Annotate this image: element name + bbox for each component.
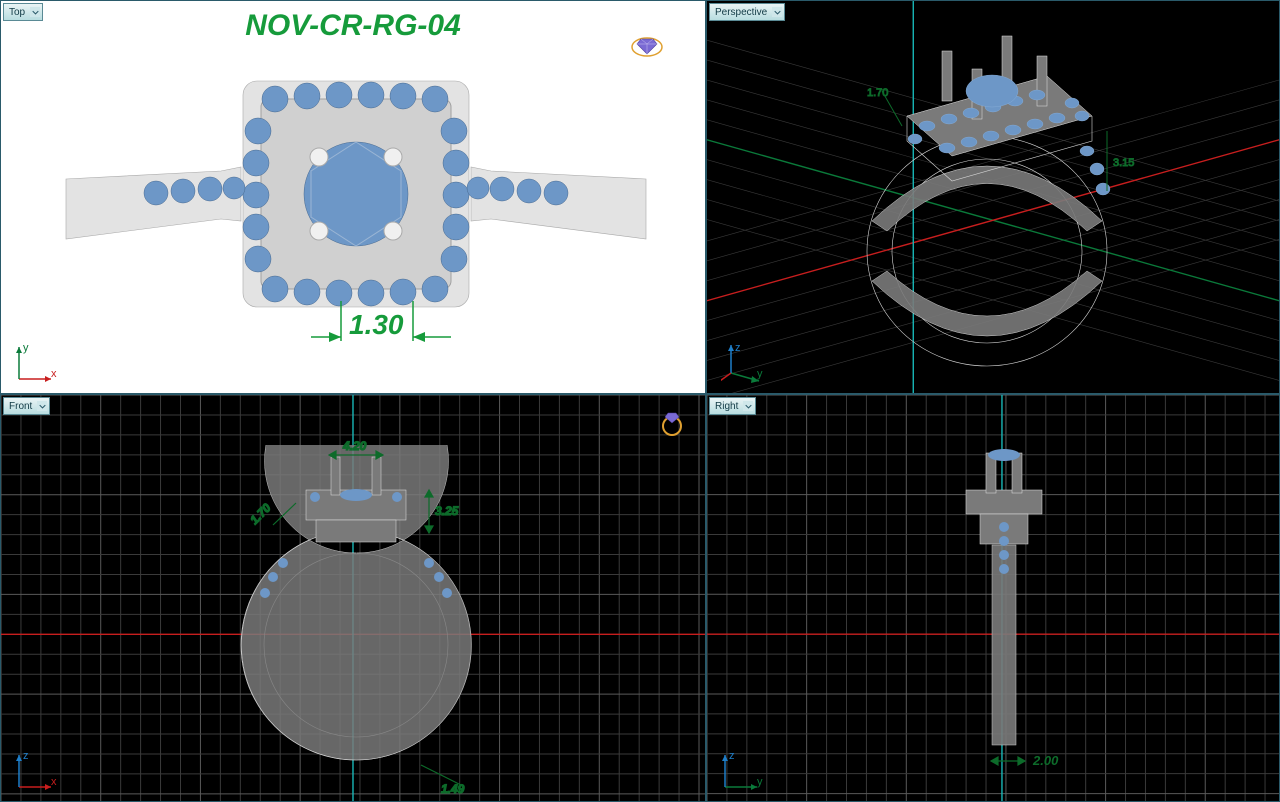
dimensions-front: 4.20 1.70 3.25 1.49: [211, 435, 551, 795]
viewport-label-right[interactable]: Right: [709, 397, 756, 415]
svg-text:4.20: 4.20: [342, 439, 367, 453]
viewport-container: Top NOV-CR-RG-04: [0, 0, 1280, 802]
svg-text:1.70: 1.70: [867, 87, 888, 99]
svg-text:1.49: 1.49: [441, 782, 465, 795]
svg-text:x: x: [51, 368, 57, 380]
svg-text:y: y: [23, 342, 29, 354]
svg-text:z: z: [23, 750, 29, 762]
viewport-label-text: Top: [6, 7, 28, 18]
svg-text:y: y: [757, 368, 763, 380]
model-title: NOV-CR-RG-04: [1, 9, 705, 43]
viewport-front[interactable]: Front: [0, 394, 706, 802]
chevron-down-icon[interactable]: [30, 7, 40, 17]
viewport-perspective[interactable]: Perspective: [706, 0, 1280, 394]
svg-text:1.70: 1.70: [247, 500, 274, 527]
axis-indicator-front: x z: [15, 747, 59, 791]
ring-wire-right: [962, 435, 1046, 765]
svg-text:3.15: 3.15: [1113, 157, 1134, 169]
ring-wire-perspective: 1.70 3.15: [787, 21, 1187, 381]
dimension-right-band: [967, 745, 1087, 785]
viewport-label-text: Right: [712, 401, 741, 412]
axis-indicator-perspective: y z: [721, 339, 765, 383]
svg-text:z: z: [729, 750, 735, 762]
viewport-label-text: Front: [6, 401, 35, 412]
viewport-label-top[interactable]: Top: [3, 3, 43, 21]
dim-top-stone-value: 1.30: [349, 309, 404, 341]
viewport-top[interactable]: Top NOV-CR-RG-04: [0, 0, 706, 394]
chevron-down-icon[interactable]: [37, 401, 47, 411]
svg-text:y: y: [757, 776, 763, 788]
viewport-label-text: Perspective: [712, 7, 770, 18]
dim-right-band-value: 2.00: [1033, 753, 1058, 768]
chevron-down-icon[interactable]: [772, 7, 782, 17]
svg-text:x: x: [51, 776, 57, 788]
svg-text:3.25: 3.25: [435, 504, 459, 518]
viewport-label-front[interactable]: Front: [3, 397, 50, 415]
ring-render-top: [61, 71, 651, 331]
chevron-down-icon[interactable]: [743, 401, 753, 411]
ring-logo-icon: [659, 407, 685, 437]
diamond-logo-icon: [629, 31, 665, 59]
viewport-right[interactable]: Right 2.00: [706, 394, 1280, 802]
viewport-label-perspective[interactable]: Perspective: [709, 3, 785, 21]
svg-text:z: z: [735, 342, 741, 354]
axis-indicator-top: x y: [15, 339, 59, 383]
axis-indicator-right: y z: [721, 747, 765, 791]
